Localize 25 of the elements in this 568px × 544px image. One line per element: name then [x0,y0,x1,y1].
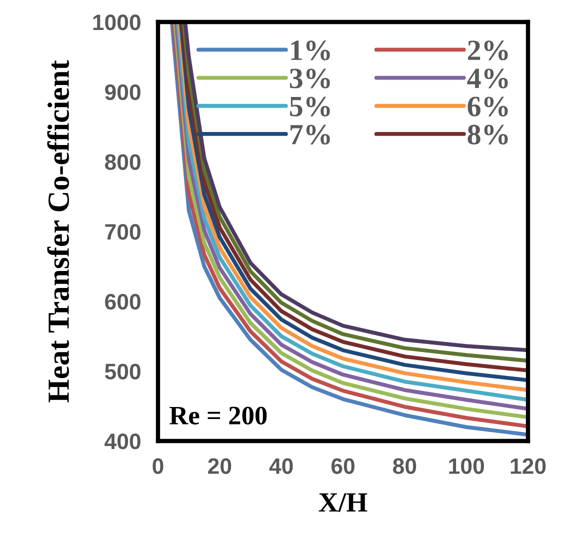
x-axis-title: X/H [318,493,368,512]
legend-label: 8% [468,124,508,145]
legend-label: 7% [290,124,330,145]
x-tick-label: 40 [269,458,293,474]
y-tick-label: 700 [105,224,140,240]
x-tick-label: 80 [393,458,416,474]
y-axis-title: Heat Transfer Co-efficient [47,60,70,402]
annotation: Re = 200 [170,406,267,424]
y-tick-label: 900 [105,84,140,100]
y-tick-label: 500 [104,364,140,380]
x-tick-label: 120 [510,458,546,474]
x-tick-label: 60 [331,458,354,474]
y-tick-label: 1000 [93,14,140,30]
y-tick-label: 800 [104,154,140,170]
legend-label: 2% [468,40,508,60]
x-tick-label: 0 [152,458,164,474]
legend-label: 1% [291,40,330,60]
y-tick-label: 400 [104,434,140,450]
x-tick-label: 100 [449,458,484,474]
y-tick-label: 600 [105,294,140,310]
x-tick-label: 20 [208,458,232,474]
legend-label: 6% [468,96,508,116]
legend-label: 5% [290,96,330,116]
legend-label: 4% [467,68,508,88]
legend-label: 3% [290,68,330,88]
